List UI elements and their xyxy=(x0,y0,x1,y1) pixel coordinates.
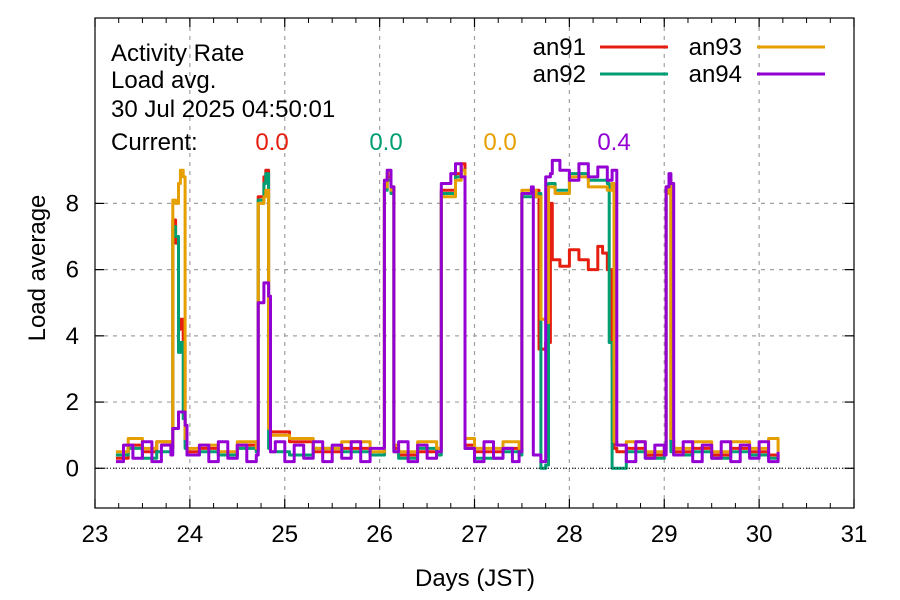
x-tick-label: 23 xyxy=(82,521,109,548)
legend-label-an93: an93 xyxy=(689,34,742,61)
y-tick-labels: 0 2 4 6 8 xyxy=(66,190,79,482)
current-value-an91: 0.0 xyxy=(255,129,288,156)
legend-label-an91: an91 xyxy=(533,34,586,61)
current-value-an94: 0.4 xyxy=(597,129,630,156)
series-lines xyxy=(115,158,780,470)
x-tick-label: 26 xyxy=(366,521,393,548)
current-value-an93: 0.0 xyxy=(483,129,516,156)
y-tick-label: 6 xyxy=(66,257,79,284)
series-line-an94 xyxy=(115,158,780,464)
title-line-1: Activity Rate xyxy=(111,40,244,67)
title-line-3: 30 Jul 2025 04:50:01 xyxy=(111,96,335,123)
x-tick-label: 29 xyxy=(651,521,678,548)
legend-label-an94: an94 xyxy=(689,61,742,88)
legend-label-an92: an92 xyxy=(533,61,586,88)
y-tick-label: 2 xyxy=(66,389,79,416)
x-axis-label: Days (JST) xyxy=(415,565,535,592)
x-tick-label: 30 xyxy=(746,521,773,548)
current-values: 0.0 0.0 0.0 0.4 xyxy=(255,129,630,156)
y-axis-label: Load average xyxy=(24,195,51,342)
x-tick-label: 28 xyxy=(556,521,583,548)
axes xyxy=(94,17,855,509)
title-line-2: Load avg. xyxy=(111,67,216,94)
x-tick-label: 24 xyxy=(177,521,204,548)
y-tick-label: 0 xyxy=(66,455,79,482)
current-value-an92: 0.0 xyxy=(369,129,402,156)
x-tick-label: 31 xyxy=(841,521,868,548)
y-tick-label: 4 xyxy=(66,323,79,350)
x-tick-label: 27 xyxy=(461,521,488,548)
x-tick-label: 25 xyxy=(271,521,298,548)
current-label: Current: xyxy=(111,129,198,156)
y-tick-label: 8 xyxy=(66,190,79,217)
x-tick-labels: 23 24 25 26 27 28 29 30 31 xyxy=(82,521,868,548)
